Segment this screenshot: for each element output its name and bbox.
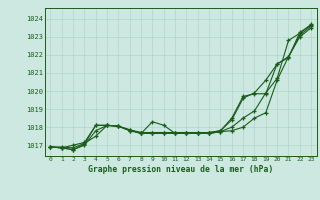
X-axis label: Graphe pression niveau de la mer (hPa): Graphe pression niveau de la mer (hPa) [88, 165, 273, 174]
